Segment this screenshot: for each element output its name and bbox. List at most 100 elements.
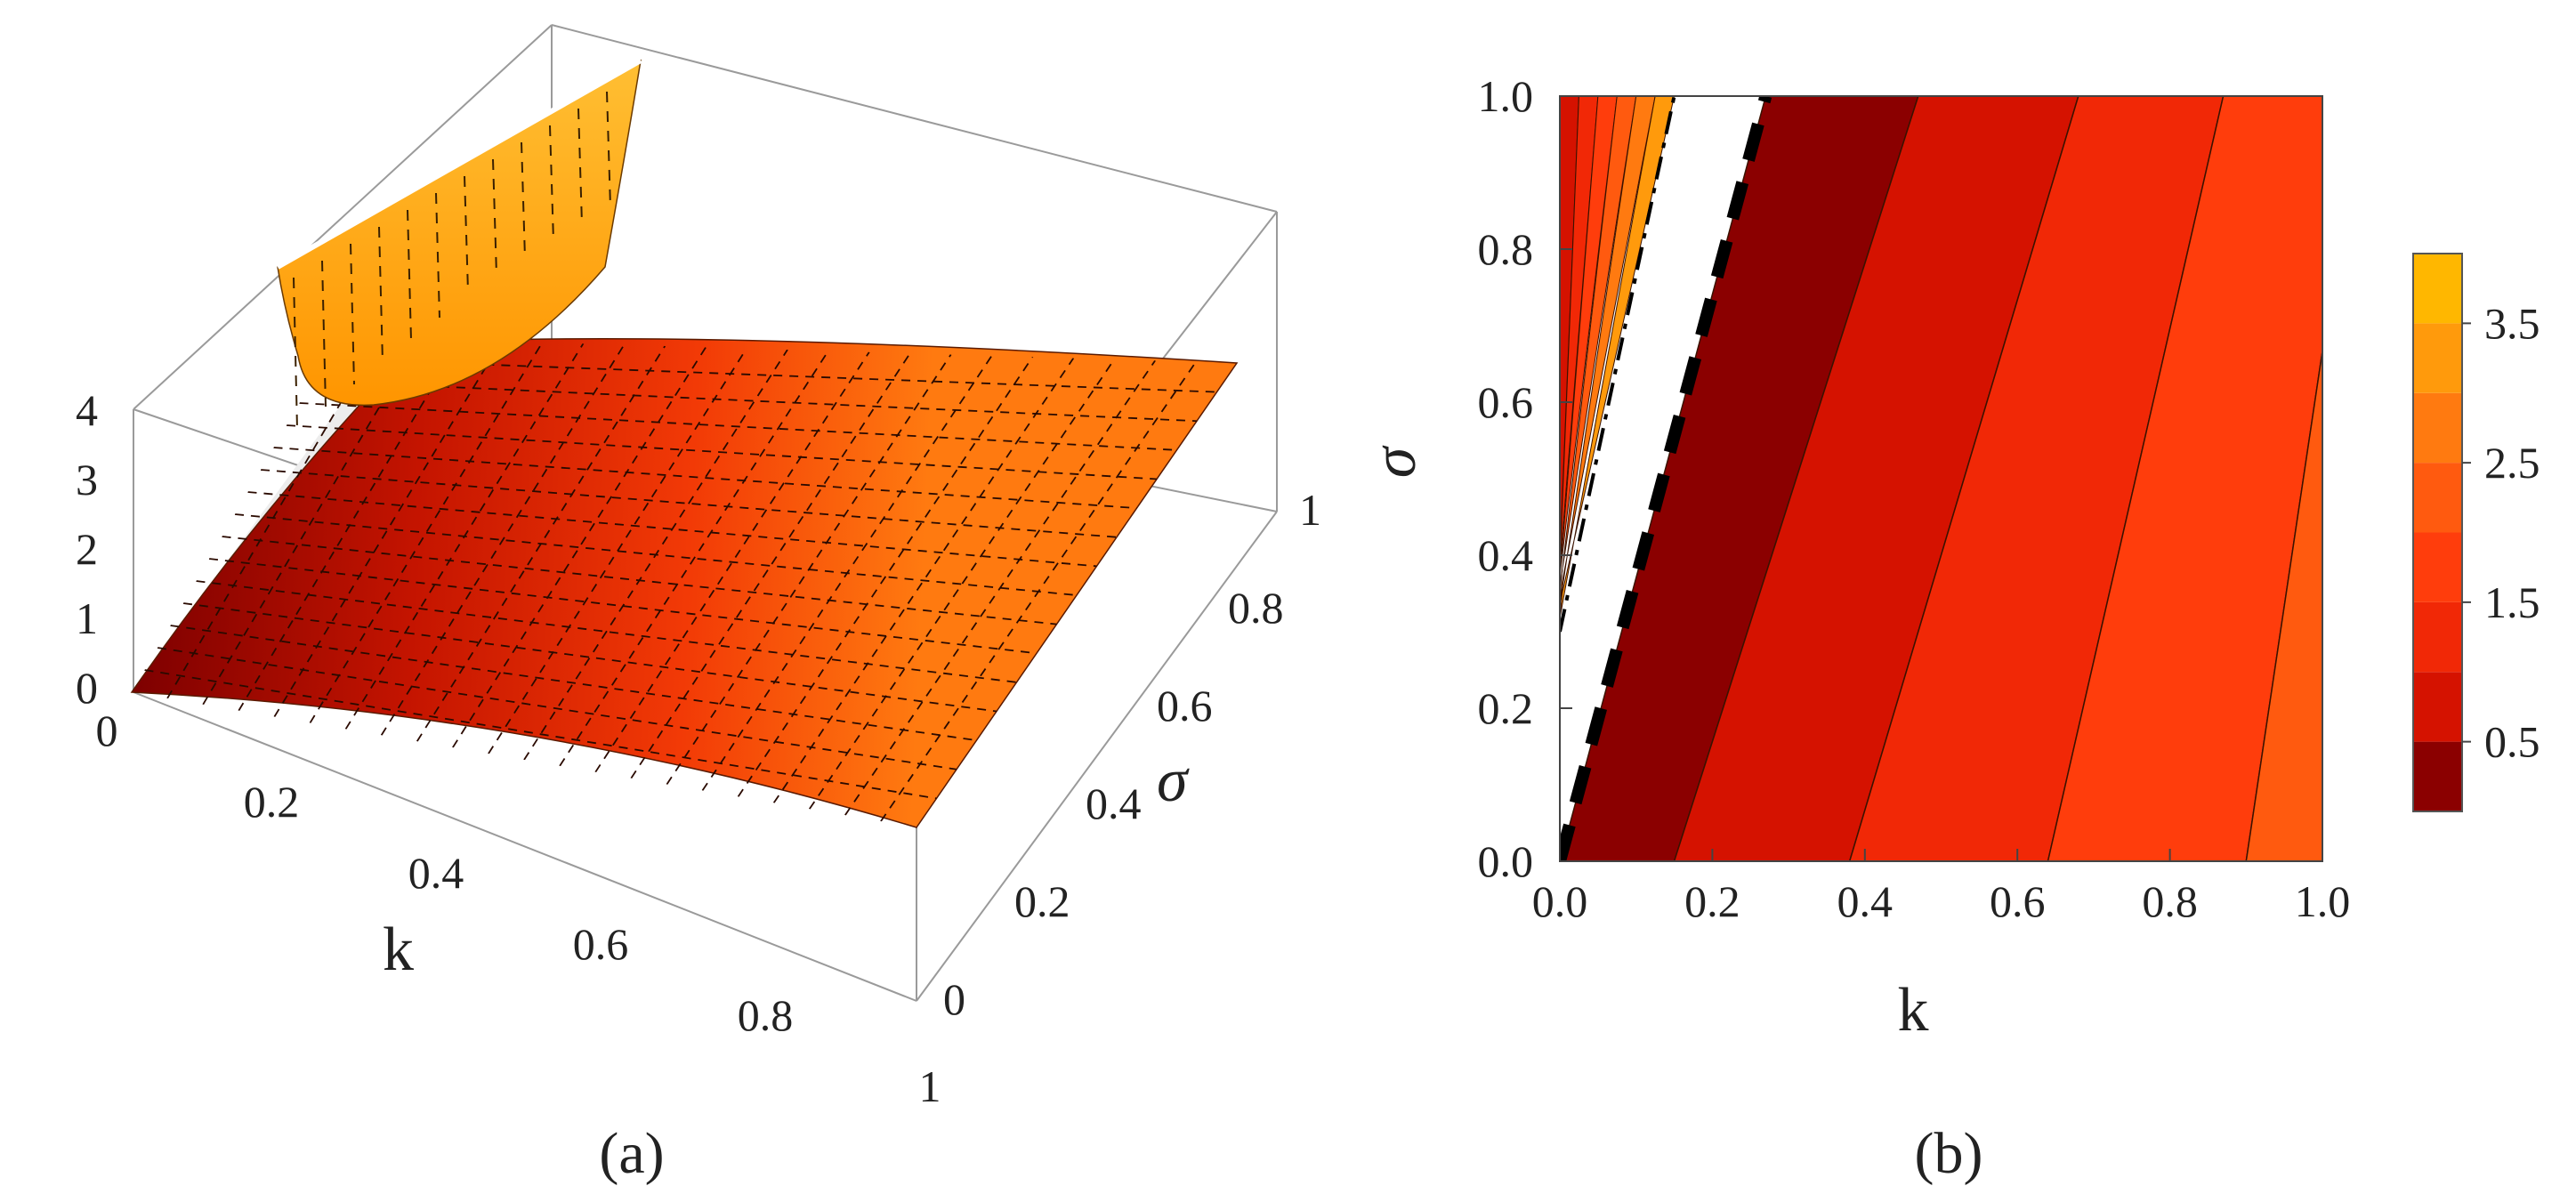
surface-mesh-line xyxy=(170,625,977,742)
branch-mesh-line xyxy=(378,226,384,363)
surface-mesh-line xyxy=(208,558,1038,655)
sigma-axis-ticks: 0 0.2 0.4 0.6 0.8 1 xyxy=(943,485,1321,1024)
k-tick-label: 0 xyxy=(96,706,118,755)
z-tick-label: 0 xyxy=(76,663,98,713)
colorbar-swatch xyxy=(2413,323,2462,393)
surface-mesh-line xyxy=(196,580,1017,683)
upper-contour-band xyxy=(1560,96,1637,592)
contour-plot-panel: 0.0 0.2 0.4 0.6 0.8 1.0 0.00.20.40.60.81.0 k … xyxy=(1361,71,2540,1045)
z-tick-label: 2 xyxy=(76,524,98,574)
surface-mesh-line xyxy=(309,342,544,724)
contour-band xyxy=(1560,96,1919,861)
surface-mesh-line xyxy=(299,402,1177,451)
k-tick-label: 0.0 xyxy=(1532,876,1588,926)
k-axis-label: k xyxy=(1898,976,1929,1045)
branch-mesh-line xyxy=(321,260,327,407)
surface-mesh-line xyxy=(380,344,626,736)
colorbar xyxy=(2413,254,2462,811)
surface-mesh-line xyxy=(311,380,1198,423)
surface-mesh-line xyxy=(144,669,937,800)
plot-frame xyxy=(1559,95,2323,862)
colorbar-tick-label: 0.5 xyxy=(2484,717,2540,767)
k-tick-label: 0.6 xyxy=(573,919,629,969)
colorbar-swatch xyxy=(2413,532,2462,602)
colorbar-swatch xyxy=(2413,741,2462,811)
contour-band xyxy=(1673,96,2079,861)
k-tick-label: 0.4 xyxy=(1837,876,1894,926)
surface-mesh-line xyxy=(234,513,1078,596)
branch-mesh-line xyxy=(293,277,298,430)
sigma-axis-label: σ xyxy=(1157,746,1190,815)
colorbar-swatch xyxy=(2413,672,2462,742)
colorbar-swatch xyxy=(2413,392,2462,464)
upper-surface-branch xyxy=(276,58,642,430)
z-tick-label: 1 xyxy=(76,593,98,643)
surface-mesh-line xyxy=(182,602,997,713)
upper-contour-band xyxy=(1560,96,1618,578)
surface-mesh-line xyxy=(157,647,957,770)
colorbar-frame xyxy=(2412,253,2463,812)
k-tick-label: 1.0 xyxy=(2295,876,2351,926)
sigma-axis-ticks: 0.0 0.2 0.4 0.6 0.8 1.0 xyxy=(1478,71,1572,886)
surface-mesh-line xyxy=(222,536,1057,625)
sigma-tick-label: 0.0 xyxy=(1478,836,1534,886)
upper-contour-band xyxy=(1560,96,1656,605)
surface-mesh-line xyxy=(844,359,1156,816)
dashed-boundary-line xyxy=(1560,96,1773,861)
k-axis-label: k xyxy=(383,916,414,984)
panel-label-a: (a) xyxy=(599,1121,664,1186)
surface-mesh-line xyxy=(737,356,1034,797)
surface-mesh-line xyxy=(416,345,666,742)
z-tick-label: 4 xyxy=(76,385,98,435)
sigma-tick-label: 0.2 xyxy=(1478,683,1534,733)
surface-mesh-line xyxy=(559,350,829,767)
colorbar-tick-label: 3.5 xyxy=(2484,298,2540,348)
k-tick-label: 0.4 xyxy=(408,848,464,898)
surface-mesh-line xyxy=(808,359,1116,810)
colorbar-tick-label: 2.5 xyxy=(2484,438,2540,488)
k-tick-label: 0.6 xyxy=(1990,876,2046,926)
branch-mesh-line xyxy=(435,192,440,319)
k-axis-ticks: 0.0 0.2 0.4 0.6 0.8 1.0 xyxy=(1532,849,2351,926)
k-tick-label: 1 xyxy=(919,1061,941,1111)
contour-band xyxy=(1848,96,2225,861)
sigma-tick-label: 0.4 xyxy=(1478,530,1534,580)
surface-mesh-line xyxy=(286,424,1158,480)
branch-mesh-line xyxy=(350,243,355,385)
colorbar-ticks: 0.5 1.5 2.5 3.5 xyxy=(2462,298,2540,767)
surface-mesh-line xyxy=(666,353,952,786)
sigma-tick-label: 0.8 xyxy=(1228,583,1284,633)
contour-band xyxy=(2245,346,2322,861)
surface-mesh-line xyxy=(488,348,747,754)
sigma-tick-label: 0.8 xyxy=(1478,224,1534,274)
sigma-tick-label: 0.6 xyxy=(1478,377,1534,427)
contour-bands xyxy=(1560,96,2322,861)
k-tick-label: 0.8 xyxy=(738,990,794,1040)
k-tick-label: 0.2 xyxy=(1684,876,1740,926)
colorbar-swatch xyxy=(2413,463,2462,533)
surface-mesh-line xyxy=(630,352,911,779)
upper-contour-band xyxy=(1560,96,1676,619)
sigma-axis-label: σ xyxy=(1361,445,1429,478)
surface-mesh-line xyxy=(247,491,1097,568)
colorbar-swatch xyxy=(2413,601,2462,673)
z-tick-label: 3 xyxy=(76,455,98,504)
colorbar-swatch xyxy=(2413,254,2462,324)
surface-plot-panel: 0 1 2 3 4 0 0.2 0.4 0.6 0.8 1 0 0.2 0.4 0.6 0.8 1 k σ xyxy=(76,24,1321,1111)
sigma-tick-label: 0.4 xyxy=(1086,779,1142,828)
sigma-tick-label: 1.0 xyxy=(1478,71,1534,121)
surface-mesh-line xyxy=(273,447,1137,510)
z-axis-ticks: 0 1 2 3 4 xyxy=(76,385,98,713)
k-tick-label: 0.2 xyxy=(244,777,300,827)
lower-surface xyxy=(130,336,1239,828)
branch-mesh-line xyxy=(407,209,412,341)
sigma-tick-label: 0.2 xyxy=(1014,876,1070,926)
k-axis-ticks: 0 0.2 0.4 0.6 0.8 1 xyxy=(96,706,941,1111)
panel-label-b: (b) xyxy=(1915,1121,1983,1186)
contour-band xyxy=(2047,96,2322,861)
sigma-tick-label: 0.6 xyxy=(1157,681,1213,730)
surface-mesh-line xyxy=(594,351,870,773)
colorbar-tick-label: 1.5 xyxy=(2484,577,2540,627)
k-tick-label: 0.8 xyxy=(2142,876,2198,926)
